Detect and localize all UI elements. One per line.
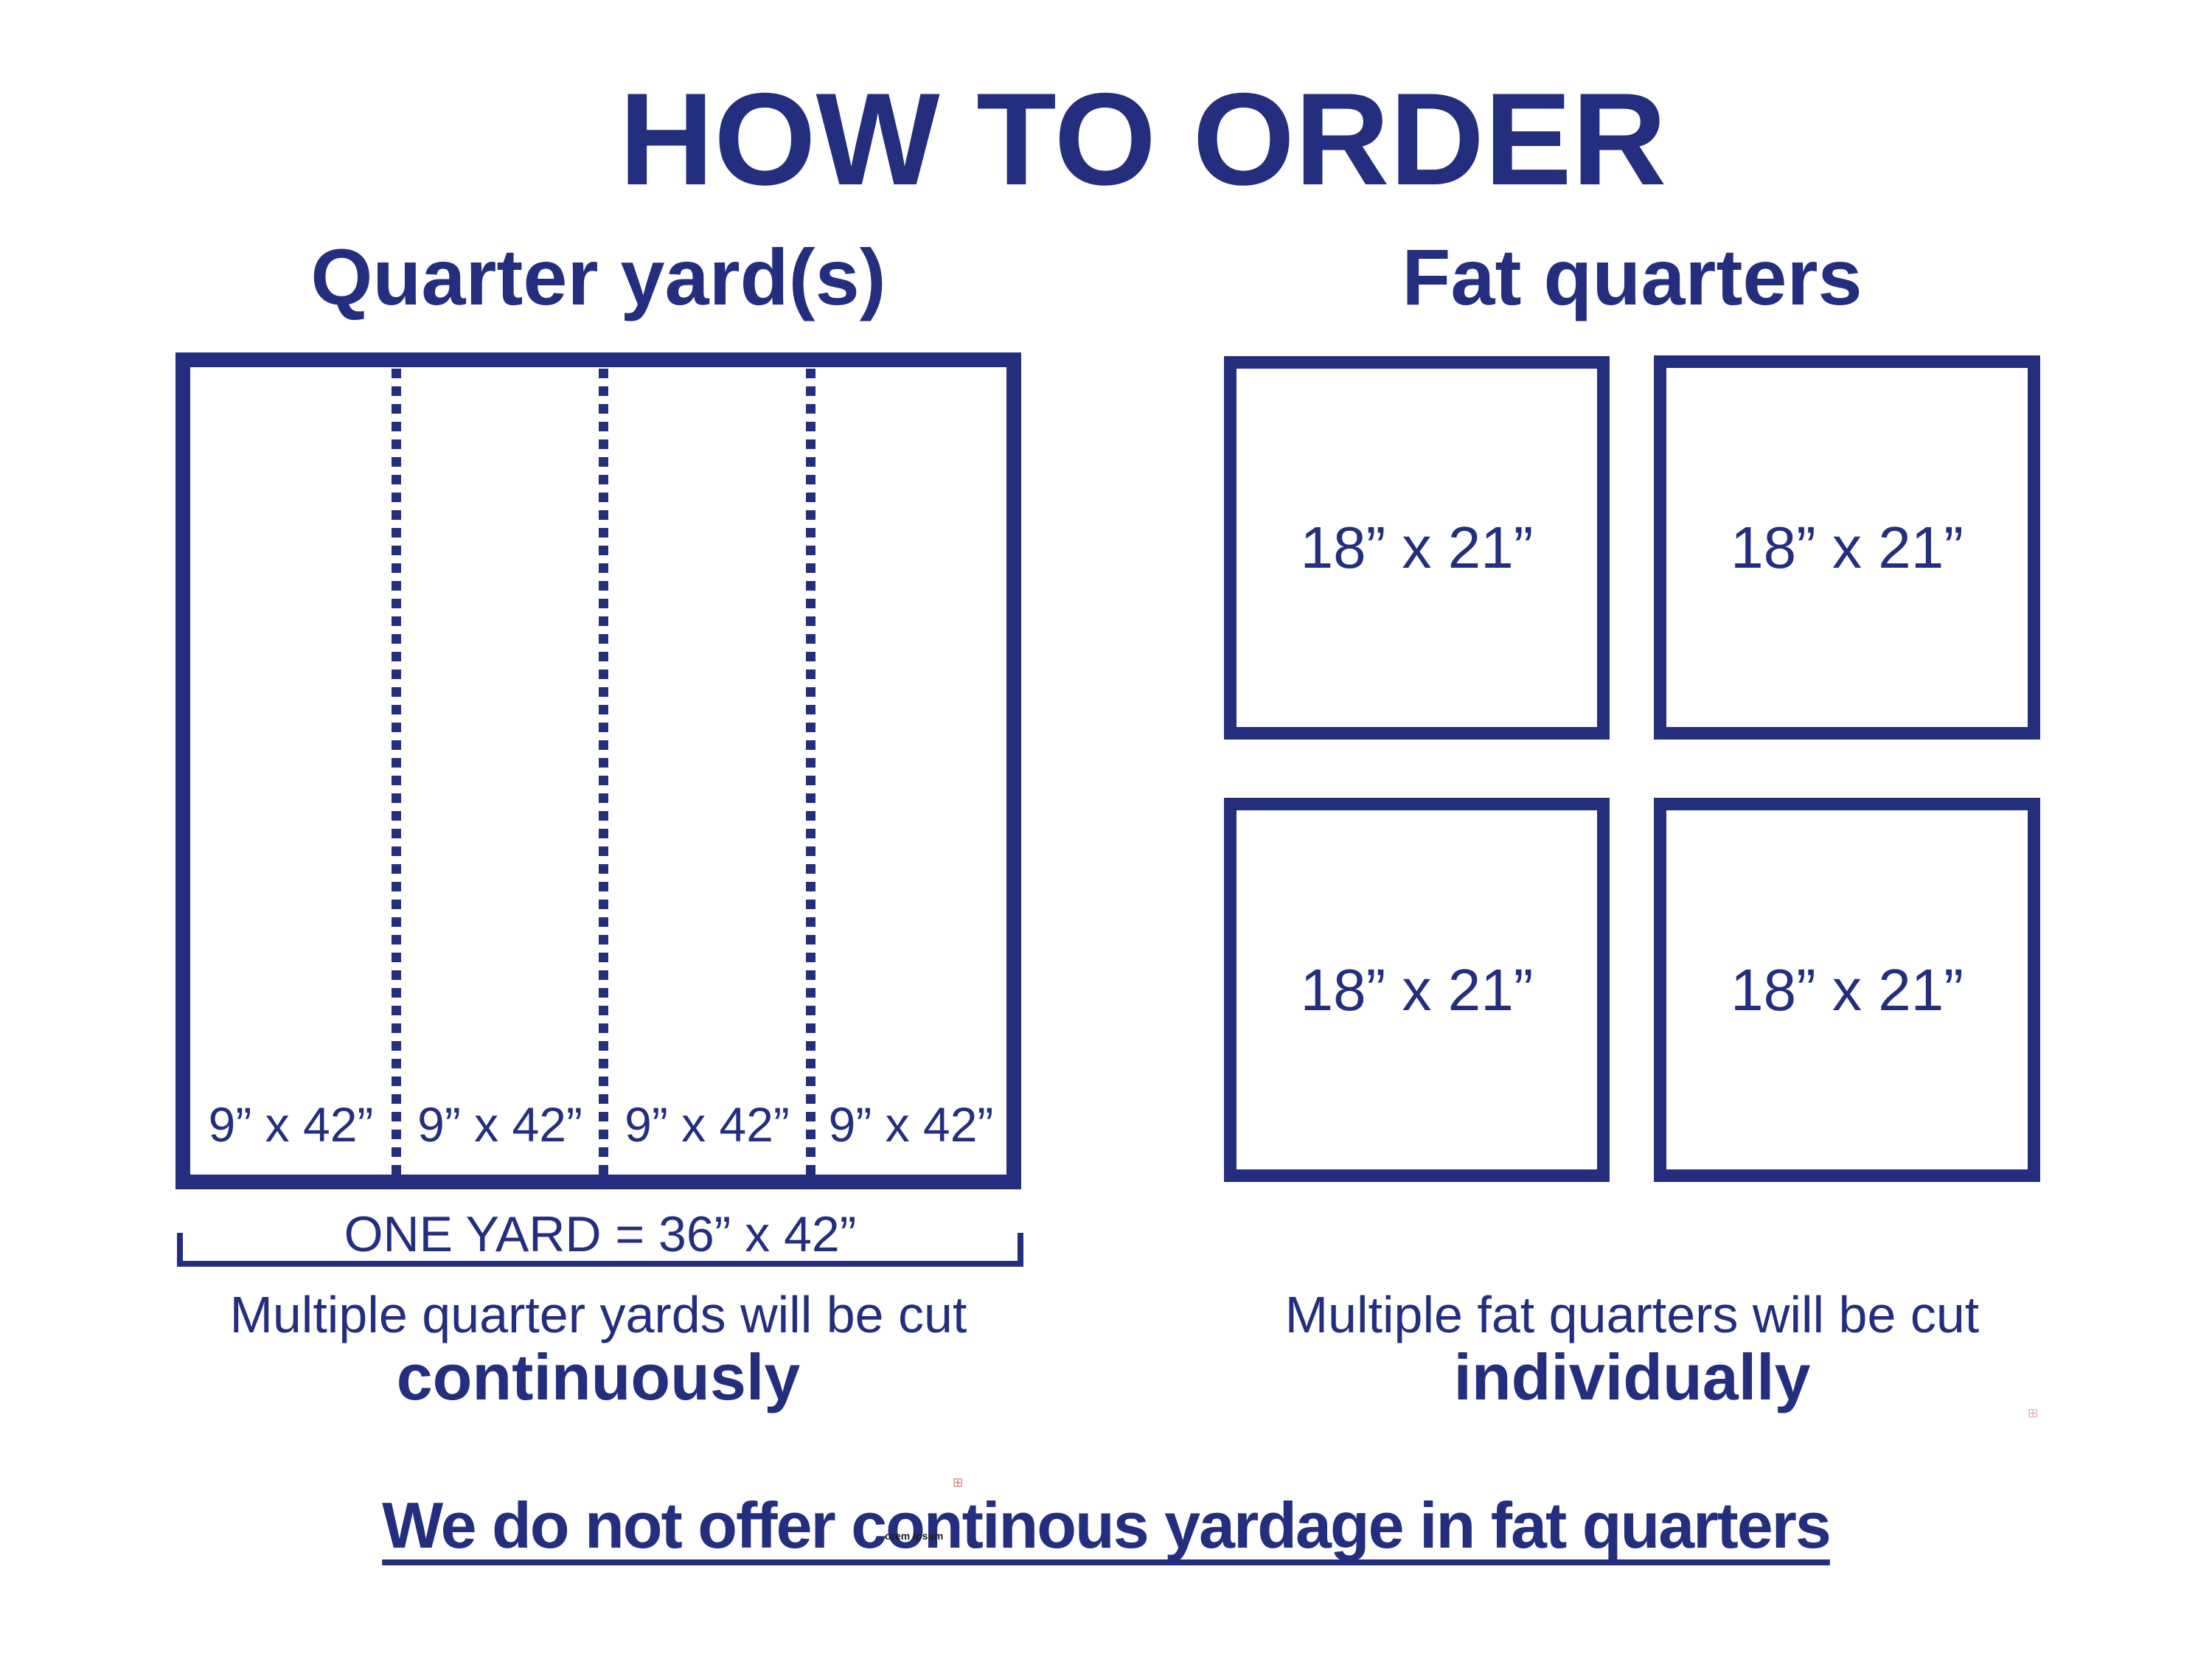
fat-quarter-size-label: 18” x 21” (1731, 956, 1964, 1023)
one-yard-square (175, 352, 1021, 1189)
fat-caption-line1: Multiple fat quarters will be cut (1284, 1286, 1980, 1343)
fat-quarter-square: 18” x 21” (1654, 798, 2040, 1182)
one-yard-bracket (177, 1233, 1023, 1267)
fat-quarter-size-label: 18” x 21” (1300, 515, 1534, 580)
quarter-strip-size-label: 9” x 42” (417, 1097, 582, 1152)
one-yard-equation-label: ONE YARD = 36” x 42” (344, 1206, 857, 1262)
quarter-caption-line1: Multiple quarter yards will be cut (229, 1286, 967, 1343)
quarter-caption-line2: continuously (396, 1340, 801, 1413)
dotted-cut-line (599, 369, 608, 1175)
dotted-cut-line (806, 369, 815, 1175)
quarter-strip-size-label: 9” x 42” (208, 1097, 374, 1152)
quarter-yards-heading: Quarter yard(s) (310, 232, 886, 321)
fat-quarter-square: 18” x 21” (1224, 798, 1610, 1182)
fat-quarter-square: 18” x 21” (1224, 356, 1610, 740)
fat-quarter-size-label: 18” x 21” (1731, 514, 1964, 580)
fat-quarter-size-label: 18” x 21” (1300, 956, 1534, 1023)
dotted-cut-line (392, 369, 401, 1175)
quarter-strip-size-label: 9” x 42” (625, 1097, 790, 1152)
no-continuous-yardage-warning: We do not offer continous yardage in fat… (0, 1486, 2212, 1565)
warning-text: We do not offer continous yardage in fat… (382, 1489, 1832, 1562)
template-leftover-text: orem ipsum (885, 1530, 944, 1542)
fat-caption-line2: individually (1453, 1340, 1811, 1413)
quarter-strip-size-label: 9” x 42” (828, 1097, 994, 1152)
page-title: HOW TO ORDER (619, 66, 1667, 212)
fat-quarter-square: 18” x 21” (1654, 355, 2040, 740)
registration-mark-icon: ⊞ (953, 1475, 964, 1489)
fat-quarters-heading: Fat quarters (1402, 232, 1863, 321)
registration-mark-icon: ⊞ (2028, 1406, 2039, 1420)
